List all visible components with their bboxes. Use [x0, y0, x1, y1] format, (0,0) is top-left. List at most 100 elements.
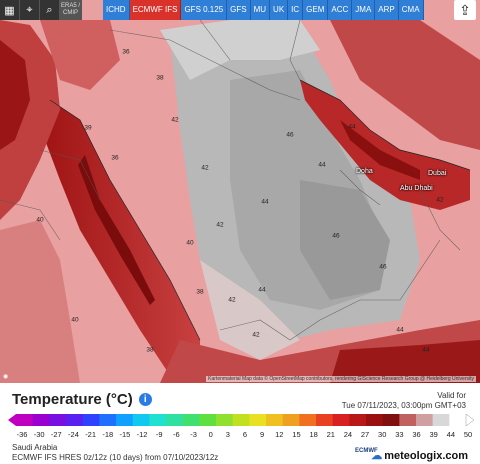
- scale-swatch: [66, 414, 84, 426]
- footer: Saudi Arabia ECMWF IFS HRES 0z/12z (10 d…: [12, 443, 218, 463]
- scale-swatch: [166, 414, 184, 426]
- temp-label: 38: [156, 74, 164, 82]
- temp-label: 42: [228, 296, 236, 304]
- temp-label: 46: [332, 232, 340, 240]
- scale-tick: 3: [225, 430, 230, 439]
- model-button[interactable]: ARP: [375, 0, 399, 20]
- model-run-label: ECMWF IFS HRES 0z/12z (10 days) from 07/…: [12, 453, 219, 462]
- scale-tick: -9: [155, 430, 163, 439]
- temp-label: 40: [36, 216, 44, 224]
- zoom-icon[interactable]: ⌕: [40, 0, 60, 20]
- scale-tick: 44: [446, 430, 456, 439]
- info-icon[interactable]: i: [138, 393, 152, 406]
- temp-label: 40: [71, 316, 79, 324]
- scale-swatch: [449, 414, 467, 426]
- scale-swatch: [366, 414, 384, 426]
- scale-tick: 6: [242, 430, 248, 439]
- scale-tick: 39: [429, 430, 438, 439]
- scale-swatch: [199, 414, 217, 426]
- scale-swatch: [282, 414, 300, 426]
- model-button-active[interactable]: ECMWF IFS: [129, 0, 182, 20]
- brand-icon: ☁: [371, 450, 383, 462]
- color-scale: [8, 414, 474, 426]
- model-button[interactable]: ICHD: [103, 0, 130, 20]
- location-icon[interactable]: ⌖: [20, 0, 40, 20]
- temperature-map[interactable]: ▦ ⌖ ⌕ ERA5 / CMIP ICHD ECMWF IFS GFS 0.1…: [0, 0, 480, 383]
- temp-label: 38: [196, 288, 204, 296]
- region-label: Saudi Arabia: [12, 443, 58, 452]
- legend-title-text: Temperature (°C): [12, 391, 133, 408]
- scale-tick: -15: [119, 430, 131, 439]
- toolbar: ▦ ⌖ ⌕ ERA5 / CMIP: [0, 0, 82, 20]
- temp-label: 42: [216, 221, 224, 229]
- map-attribution[interactable]: Kartenmaterial Map data © OpenStreetMap …: [206, 376, 476, 382]
- brand-logo[interactable]: ☁ meteologix.com: [371, 449, 468, 463]
- model-button[interactable]: GFS 0.125: [181, 0, 228, 20]
- scale-swatch: [99, 414, 117, 426]
- scale-tick: 18: [309, 430, 318, 439]
- temp-label: 44: [422, 346, 430, 354]
- brand-name: meteologix.com: [384, 449, 468, 462]
- valid-time-value: Tue 07/11/2023, 03:00pm GMT+03: [341, 401, 466, 410]
- scale-tick: -6: [173, 430, 180, 439]
- model-button[interactable]: GFS: [227, 0, 251, 20]
- model-button[interactable]: ACC: [328, 0, 353, 20]
- valid-time: Valid for Tue 07/11/2023, 03:00pm GMT+03: [342, 391, 466, 411]
- scale-tick: -18: [102, 430, 114, 439]
- temp-label: 42: [436, 196, 444, 204]
- scale-swatch: [432, 414, 450, 426]
- city-label: Abu Dhabi: [400, 185, 433, 192]
- share-icon[interactable]: ⇪: [454, 0, 476, 20]
- scale-tick: -21: [85, 430, 97, 439]
- temp-label: 36: [111, 154, 119, 162]
- scale-swatch: [49, 414, 67, 426]
- era5-button[interactable]: ERA5 / CMIP: [60, 0, 82, 20]
- hd-icon[interactable]: ▦: [0, 0, 20, 20]
- scale-swatch: [232, 414, 250, 426]
- model-button[interactable]: IC: [288, 0, 304, 20]
- scale-tick: 50: [463, 430, 473, 439]
- city-label: Dubai: [428, 170, 447, 177]
- model-button[interactable]: GEM: [303, 0, 329, 20]
- model-button[interactable]: MU: [250, 0, 271, 20]
- scale-tick: 27: [360, 430, 370, 439]
- scale-tick: 30: [378, 430, 387, 439]
- scale-tick: 12: [275, 430, 284, 439]
- model-button[interactable]: JMA: [352, 0, 376, 20]
- model-selector: ICHD ECMWF IFS GFS 0.125 GFS MU UK IC GE…: [103, 0, 424, 20]
- scale-swatch: [382, 414, 400, 426]
- temp-label: 44: [348, 123, 356, 131]
- scale-swatch: [332, 414, 350, 426]
- temp-label: 46: [379, 263, 387, 271]
- scale-swatch: [266, 414, 284, 426]
- temp-label: 38: [146, 346, 154, 354]
- scale-swatch: [399, 414, 417, 426]
- color-scale-ticks: -36 -30 -27 -24 -21 -18 -15 -12 -9 -6 -3 0 3 6 9 12 15 18…: [8, 430, 474, 440]
- valid-label: Valid for: [437, 391, 466, 400]
- temp-label: 44: [258, 286, 266, 294]
- scale-tick: 33: [395, 430, 404, 439]
- scale-swatch: [149, 414, 167, 426]
- scale-tick: 24: [343, 430, 353, 439]
- scale-min-arrow: [8, 414, 16, 426]
- scale-swatch: [416, 414, 434, 426]
- map-canvas: [0, 0, 480, 383]
- scale-swatch: [316, 414, 334, 426]
- ecmwf-logo: ECMWF: [355, 448, 378, 454]
- scale-swatch: [32, 414, 50, 426]
- scale-tick: 9: [260, 430, 265, 439]
- scale-tick: 0: [208, 430, 213, 439]
- scale-swatch: [116, 414, 134, 426]
- model-button[interactable]: UK: [270, 0, 289, 20]
- map-logo: ◉: [3, 374, 9, 380]
- scale-tick: 36: [412, 430, 421, 439]
- temp-label: 36: [122, 48, 130, 56]
- scale-tick: 15: [292, 430, 301, 439]
- temp-label: 44: [318, 161, 326, 169]
- scale-tick: -3: [190, 430, 197, 439]
- model-button[interactable]: CMA: [398, 0, 424, 20]
- temp-label: 46: [286, 131, 294, 139]
- scale-tick: -12: [136, 430, 148, 439]
- scale-tick: 21: [326, 430, 335, 439]
- scale-swatch: [216, 414, 234, 426]
